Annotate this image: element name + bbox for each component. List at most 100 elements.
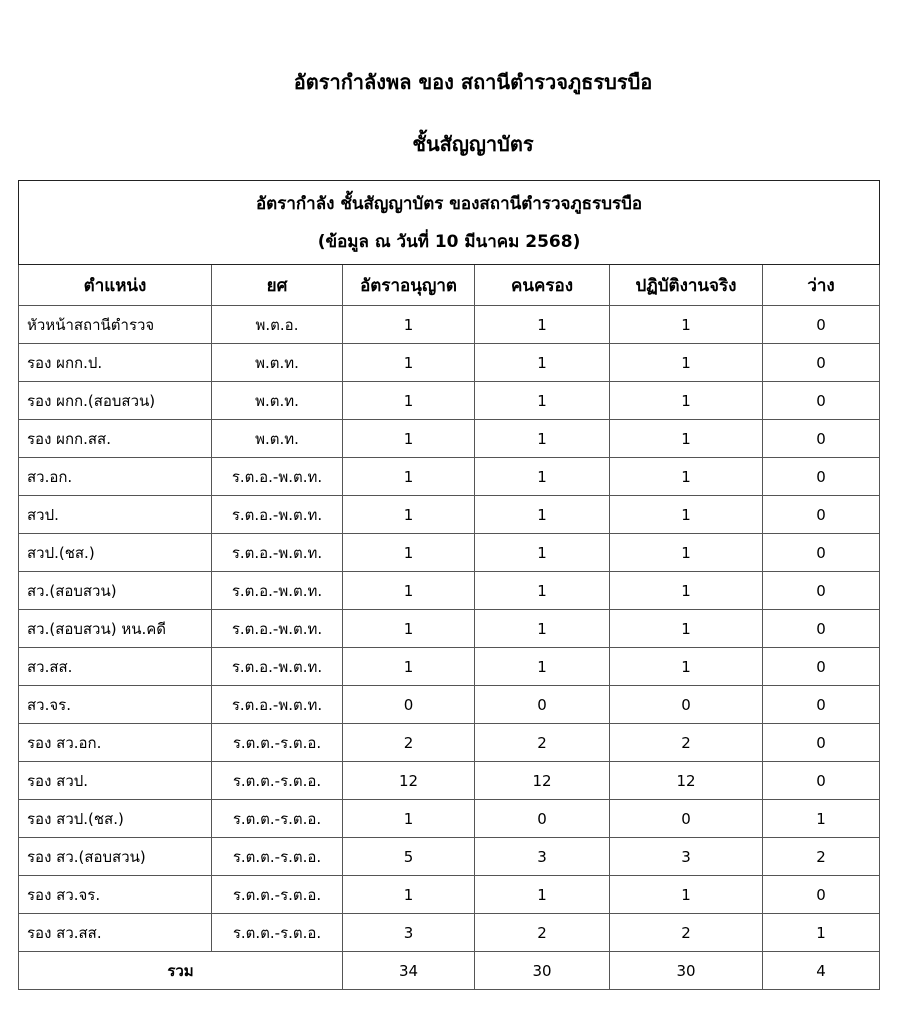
table-cell: รอง สวป.(ชส.) xyxy=(18,799,212,838)
table-cell: 2 xyxy=(342,723,475,762)
table-cell: 3 xyxy=(474,837,610,876)
table-row: รอง สวป. ร.ต.ต.-ร.ต.อ. 12 12 12 0 xyxy=(18,761,881,800)
table-cell: รอง ผกก.ป. xyxy=(18,343,212,382)
table-cell: 1 xyxy=(474,571,610,610)
table-cell: 1 xyxy=(474,381,610,420)
table-cell: พ.ต.ท. xyxy=(211,419,343,458)
table-cell: สวป. xyxy=(18,495,212,534)
table-row: รอง สว.จร. ร.ต.ต.-ร.ต.อ. 1 1 1 0 xyxy=(18,875,881,914)
table-cell: ร.ต.ต.-ร.ต.อ. xyxy=(211,761,343,800)
table-cell: 0 xyxy=(761,723,881,762)
table-cell: ร.ต.อ.-พ.ต.ท. xyxy=(211,685,343,724)
table-cell: รอง สว.(สอบสวน) xyxy=(18,837,212,876)
table-cell: 1 xyxy=(474,495,610,534)
table-cell: 1 xyxy=(342,533,475,572)
table-cell: 1 xyxy=(761,913,881,952)
table-cell: 0 xyxy=(761,875,881,914)
column-header: ปฏิบัติงานจริง xyxy=(609,264,763,306)
table-cell: 1 xyxy=(761,799,881,838)
table-cell: พ.ต.ท. xyxy=(211,343,343,382)
table-cell: สว.จร. xyxy=(18,685,212,724)
table-cell: ร.ต.อ.-พ.ต.ท. xyxy=(211,495,343,534)
table-row: รอง สว.อก. ร.ต.ต.-ร.ต.อ. 2 2 2 0 xyxy=(18,723,881,762)
table-cell: 1 xyxy=(609,305,763,344)
table-cell: ร.ต.อ.-พ.ต.ท. xyxy=(211,533,343,572)
table-cell: 2 xyxy=(761,837,881,876)
table-cell: 2 xyxy=(609,913,763,952)
table-cell: พ.ต.ท. xyxy=(211,381,343,420)
table-cell: 1 xyxy=(342,571,475,610)
table-cell: พ.ต.อ. xyxy=(211,305,343,344)
column-header: คนครอง xyxy=(474,264,610,306)
table-cell: สวป.(ชส.) xyxy=(18,533,212,572)
table-cell: 12 xyxy=(474,761,610,800)
table-cell: ร.ต.อ.-พ.ต.ท. xyxy=(211,647,343,686)
total-cell: 4 xyxy=(761,951,881,990)
table-cell: 0 xyxy=(761,381,881,420)
total-cell: 34 xyxy=(342,951,475,990)
table-cell: รอง ผกก.(สอบสวน) xyxy=(18,381,212,420)
table-cell: รอง ผกก.สส. xyxy=(18,419,212,458)
manpower-table: อัตรากำลัง ชั้นสัญญาบัตร ของสถานีตำรวจภู… xyxy=(17,180,881,990)
table-cell: 1 xyxy=(609,495,763,534)
table-cell: 1 xyxy=(609,343,763,382)
table-cell: 1 xyxy=(609,457,763,496)
table-row: รอง สว.สส. ร.ต.ต.-ร.ต.อ. 3 2 2 1 xyxy=(18,913,881,952)
table-cell: 1 xyxy=(342,495,475,534)
table-cell: 0 xyxy=(761,609,881,648)
table-row: สว.จร. ร.ต.อ.-พ.ต.ท. 0 0 0 0 xyxy=(18,685,881,724)
page-title: อัตรากำลังพล ของ สถานีตำรวจภูธรบรบือ xyxy=(293,70,653,94)
table-cell: 2 xyxy=(474,723,610,762)
table-cell: 0 xyxy=(761,571,881,610)
table-cell: 0 xyxy=(761,419,881,458)
caption-line-2: (ข้อมูล ณ วันที่ 10 มีนาคม 2568) xyxy=(317,231,581,252)
table-cell: 1 xyxy=(474,419,610,458)
total-cell: 30 xyxy=(609,951,763,990)
table-row: สวป. ร.ต.อ.-พ.ต.ท. 1 1 1 0 xyxy=(18,495,881,534)
table-cell: 1 xyxy=(474,343,610,382)
table-cell: 0 xyxy=(761,761,881,800)
table-cell: 5 xyxy=(342,837,475,876)
table-cell: 1 xyxy=(474,533,610,572)
table-cell: 0 xyxy=(761,343,881,382)
table-cell: 1 xyxy=(474,647,610,686)
table-cell: 1 xyxy=(342,609,475,648)
table-cell: ร.ต.อ.-พ.ต.ท. xyxy=(211,571,343,610)
table-cell: 1 xyxy=(609,647,763,686)
table-cell: 3 xyxy=(609,837,763,876)
table-cell: 0 xyxy=(609,685,763,724)
table-cell: 1 xyxy=(609,419,763,458)
table-cell: 0 xyxy=(761,533,881,572)
table-row: รอง ผกก.(สอบสวน) พ.ต.ท. 1 1 1 0 xyxy=(18,381,881,420)
table-cell: 1 xyxy=(342,457,475,496)
table-cell: ร.ต.อ.-พ.ต.ท. xyxy=(211,609,343,648)
table-cell: 0 xyxy=(609,799,763,838)
total-label: รวม xyxy=(18,951,343,990)
table-cell: 1 xyxy=(474,457,610,496)
table-cell: 1 xyxy=(342,381,475,420)
table-caption: อัตรากำลัง ชั้นสัญญาบัตร ของสถานีตำรวจภู… xyxy=(17,180,881,265)
page-subtitle: ชั้นสัญญาบัตร xyxy=(412,132,534,156)
table-cell: สว.สส. xyxy=(18,647,212,686)
table-cell: ร.ต.ต.-ร.ต.อ. xyxy=(211,913,343,952)
table-row: รอง สว.(สอบสวน) ร.ต.ต.-ร.ต.อ. 5 3 3 2 xyxy=(18,837,881,876)
column-header: ว่าง xyxy=(761,264,881,306)
table-cell: รอง สว.อก. xyxy=(18,723,212,762)
table-cell: 1 xyxy=(474,875,610,914)
table-row: รอง สวป.(ชส.) ร.ต.ต.-ร.ต.อ. 1 0 0 1 xyxy=(18,799,881,838)
total-row: รวม 34 30 30 4 xyxy=(18,951,881,990)
table-cell: 2 xyxy=(609,723,763,762)
total-cell: 30 xyxy=(474,951,610,990)
table-row: รอง ผกก.สส. พ.ต.ท. 1 1 1 0 xyxy=(18,419,881,458)
table-cell: 0 xyxy=(761,647,881,686)
table-cell: 1 xyxy=(609,533,763,572)
table-row: สว.อก. ร.ต.อ.-พ.ต.ท. 1 1 1 0 xyxy=(18,457,881,496)
table-cell: ร.ต.ต.-ร.ต.อ. xyxy=(211,723,343,762)
table-header-row: ตำแหน่ง ยศ อัตราอนุญาต คนครอง ปฏิบัติงานจริง… xyxy=(18,264,881,306)
table-cell: 1 xyxy=(342,799,475,838)
table-cell: รอง สว.จร. xyxy=(18,875,212,914)
table-cell: 1 xyxy=(342,875,475,914)
table-row: สวป.(ชส.) ร.ต.อ.-พ.ต.ท. 1 1 1 0 xyxy=(18,533,881,572)
table-cell: สว.(สอบสวน) หน.คดี xyxy=(18,609,212,648)
table-cell: 0 xyxy=(342,685,475,724)
